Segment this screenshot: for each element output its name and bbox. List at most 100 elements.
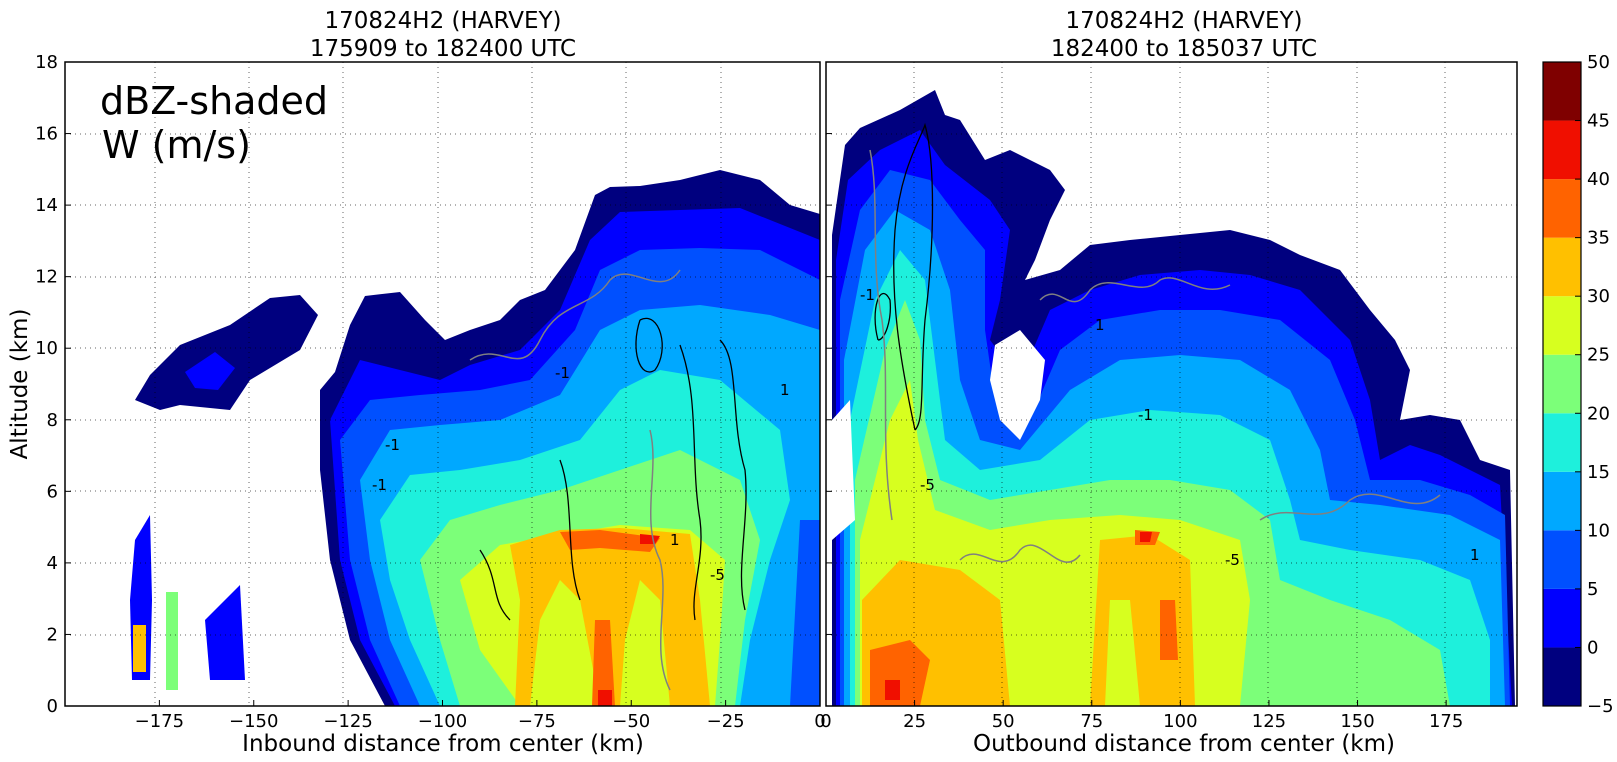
left-x-tick-label: −175 [135,711,184,732]
left-y-tick-label: 2 [47,624,58,645]
left-w-contour-black-1 [679,344,702,621]
right-x-ticks: 0 25 50 75 100 125 150 175 [820,700,1463,732]
left-gridlines [65,62,820,706]
left-w-contour-black-4 [635,317,663,373]
left-y-tick-label: 16 [35,124,58,145]
right-xlabel: Outbound distance from center (km) [973,731,1395,757]
colorbar-block [1543,413,1581,472]
left-dbz-shading [130,170,820,706]
colorbar-frame [1542,61,1582,707]
right-w-contour-black-1 [893,122,934,431]
colorbar: −5 0 5 10 15 20 25 30 35 40 45 50 [1542,52,1614,717]
right-contour-label-4: -1 [1138,406,1153,424]
left-x-ticks: −175 −150 −125 −100 −75 −50 −25 0 [135,700,826,732]
left-w-contour-black-3 [479,459,581,621]
right-w-contour-gray-1 [1039,277,1231,303]
right-contour-labels: -1 1 -5 -1 -5 1 [860,286,1480,569]
colorbar-block [1543,179,1581,238]
left-x-tick-label: −25 [707,711,745,732]
right-x-tick-label: 125 [1252,711,1286,732]
left-dbz-column-c [205,585,245,680]
left-title-line-1: 170824H2 (HARVEY) [324,8,561,34]
left-w-contour-gray-2 [649,429,671,691]
colorbar-block [1543,530,1581,589]
left-contour-labels: -1 -1 1 -1 1 -5 [372,364,790,584]
left-x-tick-label: −50 [612,711,650,732]
left-contour-label-6: -5 [710,566,725,584]
colorbar-tick-label: 40 [1587,169,1610,190]
left-contour-label-1: -1 [555,364,570,382]
ylabel: Altitude (km) [7,309,33,460]
colorbar-block [1543,354,1581,414]
left-contour-label-5: 1 [670,531,680,549]
right-plot-area: -1 1 -5 -1 -5 1 [826,62,1517,706]
left-dbz-35 [560,530,660,706]
left-y-tick-label: 8 [47,410,58,431]
left-contour-label-4: -1 [372,476,387,494]
left-y-tick-label: 6 [47,481,58,502]
right-axes-frame [825,61,1518,707]
left-dbz-anvil-inner [185,352,235,390]
left-dbz-anvil [135,295,318,410]
left-xlabel: Inbound distance from center (km) [242,731,644,757]
left-contour-label-2: -1 [385,436,400,454]
left-x-tick-label: −100 [418,711,467,732]
right-w-contour-gray-4 [869,149,893,521]
right-contour-label-5: -5 [1225,551,1240,569]
colorbar-blocks [1543,62,1581,706]
left-y-tick-label: 12 [35,267,58,288]
left-annotation-line-2: W (m/s) [102,123,251,167]
colorbar-tick-label: 0 [1587,637,1598,658]
right-contour-label-6: 1 [1470,546,1480,564]
right-w-contours [869,122,1441,563]
left-dbz-column-a-inner [133,625,146,672]
colorbar-block [1543,588,1581,648]
right-dbz-30 [862,535,1195,706]
right-x-tick-label: 25 [903,711,926,732]
right-gridlines [826,62,1517,706]
left-y-tick-label: 10 [35,338,58,359]
right-w-contour-black-2 [874,292,891,341]
right-x-tick-label: 75 [1080,711,1103,732]
left-x-tick-label: 0 [814,711,825,732]
right-x-tick-label: 0 [820,711,831,732]
right-dbz-shading [832,90,1515,706]
left-title-line-2: 175909 to 182400 UTC [310,36,576,62]
colorbar-block [1543,237,1581,297]
colorbar-block [1543,120,1581,180]
colorbar-tick-label: 5 [1587,579,1598,600]
right-w-contour-gray-3 [1259,493,1441,521]
left-dbz-column-b [166,592,178,690]
colorbar-tick-label: 45 [1587,111,1610,132]
colorbar-tick-label: 15 [1587,462,1610,483]
right-x-tick-label: 50 [992,711,1015,732]
left-x-tick-label: −150 [229,711,278,732]
left-x-tick-label: −125 [323,711,372,732]
colorbar-tick-label: 20 [1587,403,1610,424]
left-y-tick-label: 18 [35,52,58,73]
colorbar-tick-label: −5 [1587,696,1614,717]
left-w-contour-black-2 [719,339,747,611]
colorbar-block [1543,296,1581,355]
colorbar-block [1543,647,1581,706]
left-y-tick-label: 4 [47,553,58,574]
left-panel: 170824H2 (HARVEY) 175909 to 182400 UTC [7,8,832,757]
colorbar-block [1543,471,1581,531]
right-contour-label-3: -5 [920,476,935,494]
left-dbz-30 [510,528,710,706]
colorbar-ticks: −5 0 5 10 15 20 25 30 35 40 45 50 [1575,52,1614,717]
left-w-contour-gray-1 [469,269,681,361]
colorbar-tick-label: 30 [1587,286,1610,307]
left-y-tick-label: 14 [35,195,58,216]
left-plot-area: -1 -1 1 -1 1 -5 [65,62,820,706]
right-title-line-1: 170824H2 (HARVEY) [1065,8,1302,34]
right-w-contour-gray-2 [959,544,1081,563]
left-contour-label-3: 1 [780,381,790,399]
colorbar-tick-label: 35 [1587,228,1610,249]
colorbar-tick-label: 25 [1587,345,1610,366]
colorbar-tick-label: 10 [1587,520,1610,541]
left-annotation-line-1: dBZ-shaded [100,79,328,123]
colorbar-block [1543,62,1581,121]
left-y-ticks: 0 2 4 6 8 10 12 14 16 18 [35,52,832,717]
colorbar-tick-label: 50 [1587,52,1610,73]
